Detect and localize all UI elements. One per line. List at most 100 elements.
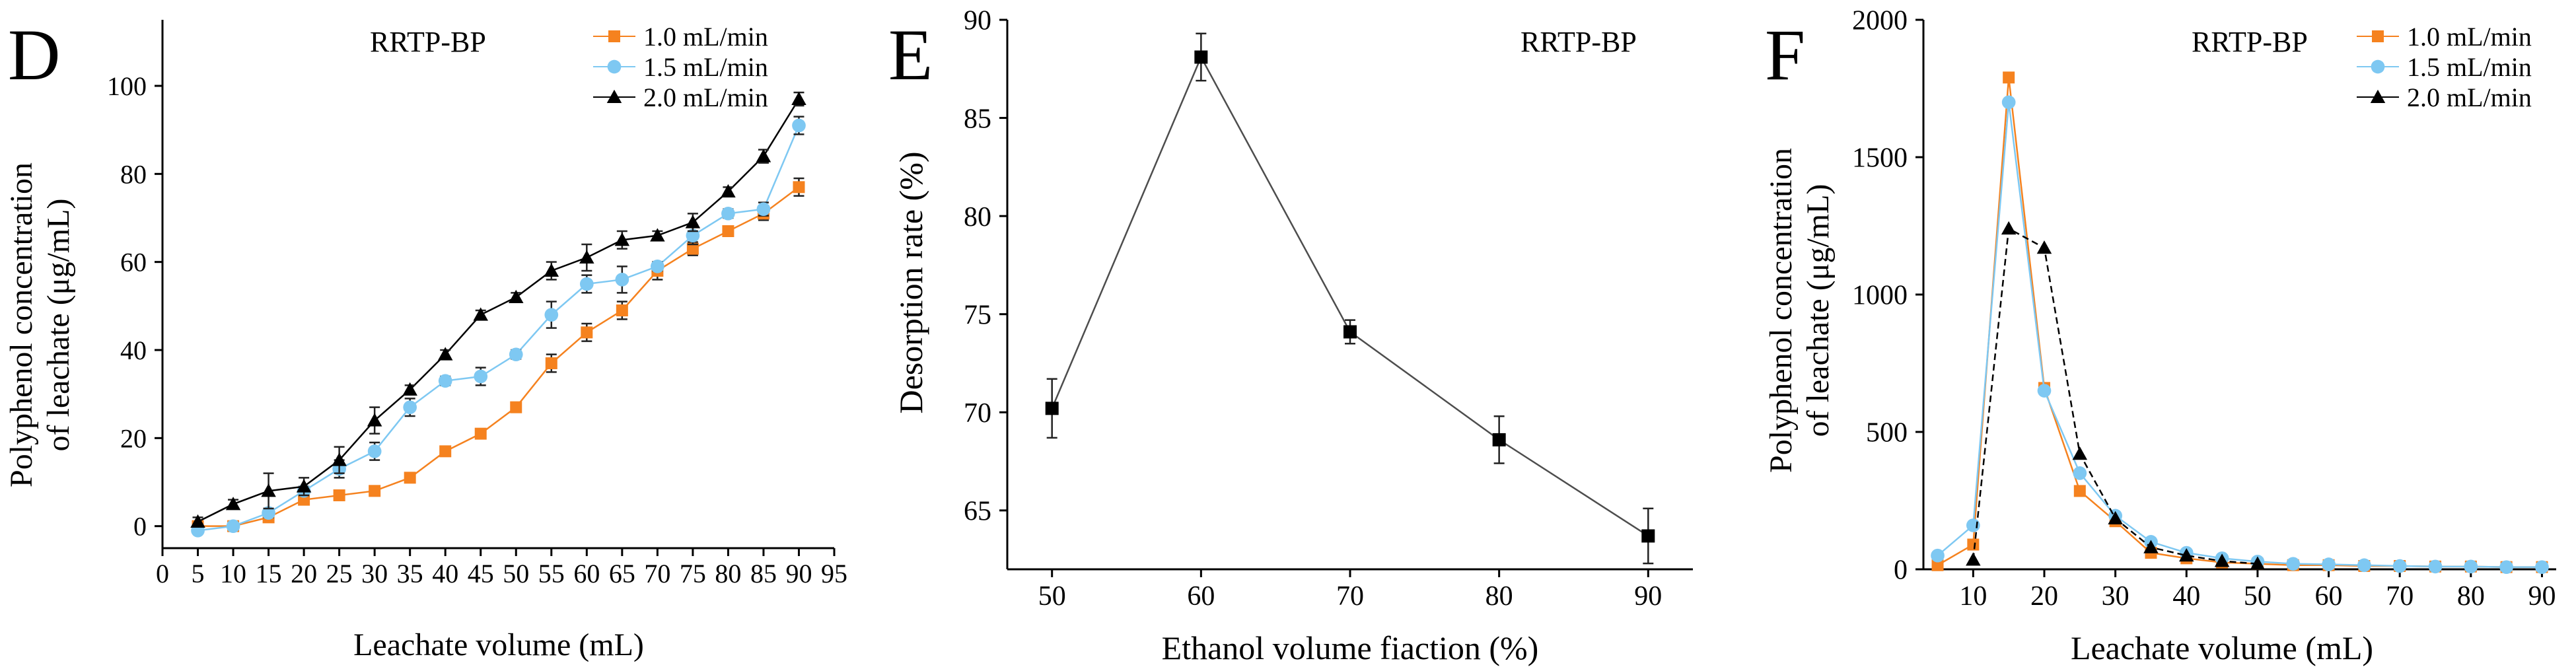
- plot-area: 50 60 70 80 90 65 70 75 80 85 90: [964, 6, 1693, 612]
- data-point: [686, 242, 699, 255]
- legend-label: 1.0 mL/min: [643, 22, 768, 52]
- y-tick-label: 65: [964, 497, 991, 527]
- data-point: [2535, 560, 2549, 575]
- data-point: [1194, 50, 1208, 64]
- x-tick-label: 0: [156, 559, 169, 588]
- data-point: [509, 289, 524, 303]
- x-tick-label: 70: [2386, 581, 2414, 612]
- data-point: [1966, 552, 1981, 566]
- data-point: [2214, 553, 2230, 567]
- panel-label: D: [8, 15, 60, 95]
- x-tick-label: 45: [468, 559, 494, 588]
- data-point: [2108, 511, 2123, 525]
- x-tick-label: 40: [432, 559, 458, 588]
- data-point: [2003, 71, 2015, 84]
- x-tick-label: 50: [1038, 581, 1066, 612]
- x-tick-label: 30: [361, 559, 388, 588]
- y-tick-label: 75: [964, 300, 991, 330]
- y-tick-label: 1500: [1852, 143, 1908, 174]
- y-axis-label-line2: of leachate (μg/mL): [41, 199, 76, 452]
- data-point: [2073, 485, 2086, 497]
- data-point: [792, 118, 806, 133]
- data-point: [369, 485, 381, 497]
- data-point: [262, 506, 275, 520]
- x-tick-label: 70: [644, 559, 670, 588]
- data-point: [367, 444, 382, 458]
- x-tick-label: 55: [538, 559, 565, 588]
- y-axis-label-line1: Polyphenol concentration: [4, 162, 39, 487]
- inset-label: RRTP-BP: [370, 26, 486, 58]
- legend-label: 1.5 mL/min: [2407, 52, 2532, 82]
- data-point: [721, 206, 735, 221]
- panel-f: F RRTP-BP Leachate volume (mL) Polypheno…: [1764, 6, 2556, 666]
- data-point: [721, 184, 736, 197]
- legend-label: 2.0 mL/min: [2407, 83, 2532, 112]
- series-line: [197, 98, 800, 523]
- data-point: [2001, 221, 2017, 235]
- x-tick-label: 35: [397, 559, 423, 588]
- data-point: [614, 232, 630, 246]
- data-point: [2037, 384, 2052, 398]
- data-point: [581, 326, 593, 339]
- y-tick-label: 0: [133, 512, 147, 542]
- legend-marker: [607, 59, 622, 74]
- data-point: [225, 497, 241, 511]
- y-tick-label: 40: [120, 336, 147, 365]
- data-point: [579, 250, 594, 264]
- legend-marker: [2371, 59, 2385, 74]
- data-point: [367, 413, 382, 427]
- data-point: [402, 382, 417, 396]
- x-tick-label: 80: [1485, 581, 1513, 612]
- data-point: [332, 452, 347, 466]
- data-point: [579, 277, 594, 291]
- x-tick-label: 90: [1634, 581, 1662, 612]
- x-axis-label: Leachate volume (mL): [2071, 629, 2373, 666]
- series-line: [197, 186, 800, 527]
- data-point: [544, 263, 559, 277]
- data-point: [190, 514, 205, 528]
- data-point: [686, 229, 700, 243]
- plot-area: 10 20 30 40 50 60 70 80 90 0 500 1000 1500 2000: [1852, 6, 2556, 612]
- data-point: [722, 225, 734, 237]
- x-tick-label: 50: [503, 559, 529, 588]
- panel-label: E: [888, 15, 933, 95]
- legend-marker: [2370, 89, 2386, 103]
- data-point: [793, 181, 805, 194]
- x-axis-label: Ethanol volume fiaction (%): [1162, 629, 1539, 666]
- data-point: [1045, 402, 1059, 415]
- x-tick-label: 80: [2457, 581, 2485, 612]
- data-point: [439, 445, 452, 458]
- series-line: [1937, 77, 2542, 568]
- x-tick-label: 60: [1187, 581, 1215, 612]
- data-point: [473, 307, 488, 321]
- data-point: [2428, 559, 2443, 574]
- data-point: [474, 427, 487, 440]
- data-point: [2464, 559, 2478, 574]
- data-point: [616, 304, 628, 316]
- x-tick-label: 90: [2528, 581, 2556, 612]
- legend-label: 1.5 mL/min: [643, 52, 768, 82]
- data-point: [2357, 558, 2371, 573]
- x-tick-label: 20: [2030, 581, 2058, 612]
- data-point: [2143, 540, 2159, 553]
- x-tick-label: 30: [2102, 581, 2129, 612]
- inset-label: RRTP-BP: [1521, 26, 1637, 58]
- data-point: [509, 347, 523, 362]
- x-tick-label: 10: [220, 559, 246, 588]
- x-tick-label: 80: [715, 559, 741, 588]
- y-axis-label: Desorption rate (%): [892, 151, 929, 413]
- x-tick-label: 50: [2244, 581, 2272, 612]
- x-tick-label: 75: [680, 559, 706, 588]
- y-tick-label: 0: [1894, 555, 1908, 586]
- y-tick-label: 20: [120, 423, 147, 453]
- data-point: [650, 228, 665, 242]
- panel-label: F: [1765, 15, 1805, 95]
- y-tick-label: 500: [1866, 418, 1908, 448]
- x-tick-label: 5: [192, 559, 205, 588]
- data-point: [651, 259, 664, 273]
- series-line: [1937, 102, 2542, 568]
- data-point: [438, 374, 452, 388]
- x-axis-label: Leachate volume (mL): [353, 627, 644, 662]
